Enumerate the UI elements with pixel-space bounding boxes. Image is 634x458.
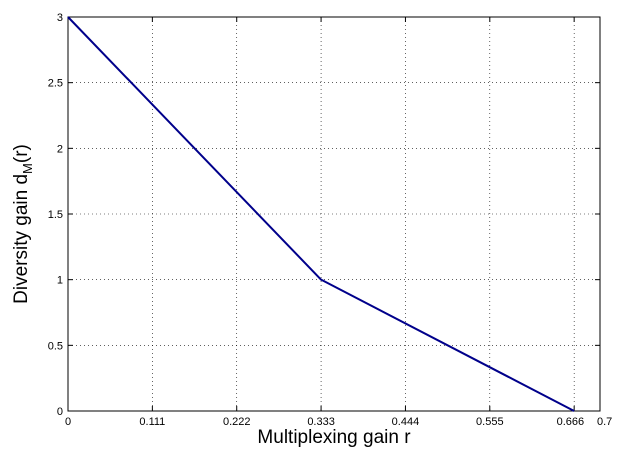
y-tick-label: 3 bbox=[57, 12, 63, 24]
series-lines bbox=[67, 16, 575, 412]
grid bbox=[68, 17, 600, 411]
y-axis-label-subscript: M bbox=[20, 163, 35, 174]
x-tick-label: 0.444 bbox=[392, 416, 420, 428]
x-tick-label: 0.222 bbox=[223, 416, 251, 428]
axis-ticks: 0 0.111 0.222 0.333 0.444 0.555 0.666 0.7 0 0.5 1 1… bbox=[48, 12, 613, 428]
y-tick-label: 1.5 bbox=[48, 209, 63, 221]
x-tick-label: 0.7 bbox=[597, 416, 612, 428]
x-tick-label: 0.666 bbox=[557, 416, 585, 428]
y-tick-label: 2 bbox=[57, 143, 63, 155]
x-tick-label: 0.333 bbox=[307, 416, 335, 428]
x-tick-label: 0 bbox=[65, 416, 71, 428]
y-axis-label-tail: (r) bbox=[11, 144, 32, 163]
y-tick-label: 2.5 bbox=[48, 78, 63, 90]
y-axis-label: Diversity gain dM(r) bbox=[11, 144, 35, 304]
y-tick-label: 1 bbox=[57, 275, 63, 287]
y-tick-label: 0 bbox=[57, 406, 63, 418]
series-line bbox=[67, 16, 575, 412]
y-axis-label-main: Diversity gain d bbox=[11, 174, 32, 304]
x-tick-label: 0.111 bbox=[139, 416, 165, 428]
y-tick-label: 0.5 bbox=[48, 340, 63, 352]
x-axis-label: Multiplexing gain r bbox=[257, 427, 411, 448]
x-tick-label: 0.555 bbox=[476, 416, 504, 428]
